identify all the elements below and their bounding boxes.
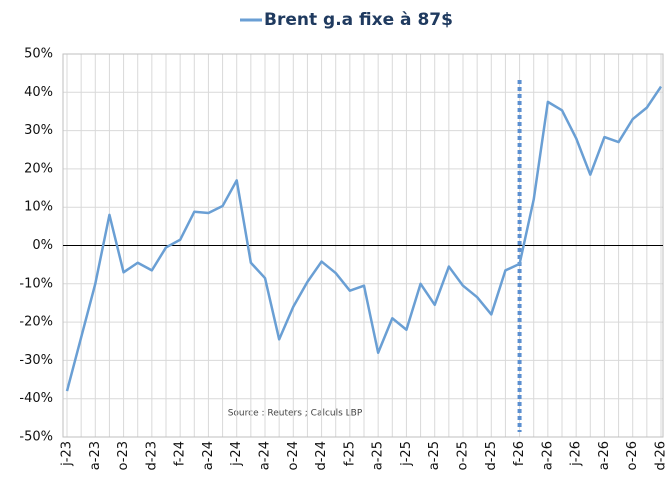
x-tick-label: o-26 (625, 441, 640, 470)
x-tick-label: o-23 (116, 441, 131, 470)
x-tick-label: j-23 (60, 441, 75, 467)
x-tick-label: a-26 (597, 441, 612, 470)
y-tick-label: -10% (19, 276, 53, 291)
x-tick-label: a-23 (88, 441, 103, 470)
x-tick-label: j-26 (569, 441, 584, 467)
y-tick-label: -50% (19, 430, 53, 445)
annotation: Source : Reuters ; Calculs LBP (228, 409, 363, 419)
y-tick-label: -30% (19, 353, 53, 368)
x-tick-label: j-25 (399, 441, 414, 467)
y-tick-label: 30% (24, 123, 53, 138)
x-tick-label: a-24 (201, 441, 216, 470)
y-tick-label: 10% (24, 200, 53, 215)
x-tick-label: d-24 (314, 441, 329, 471)
x-tick-label: a-24 (258, 441, 273, 470)
x-tick-label: f-24 (173, 441, 188, 466)
x-tick-label: o-25 (456, 441, 471, 470)
y-tick-label: 50% (24, 47, 53, 62)
x-tick-label: f-26 (512, 441, 527, 466)
y-tick-label: 20% (24, 161, 53, 176)
x-tick-label: a-25 (371, 441, 386, 470)
x-tick-label: o-24 (286, 441, 301, 470)
x-tick-label: a-26 (540, 441, 555, 470)
x-tick-label: d-26 (654, 441, 669, 471)
x-tick-label: f-25 (342, 441, 357, 466)
legend-label: Brent g.a fixe à 87$ (264, 10, 453, 30)
y-tick-label: 40% (24, 85, 53, 100)
series-line (65, 85, 663, 392)
y-tick-label: -20% (19, 315, 53, 330)
x-tick-label: d-23 (144, 441, 159, 471)
x-tick-label: a-25 (427, 441, 442, 470)
y-tick-label: 0% (32, 238, 53, 253)
x-tick-label: d-25 (484, 441, 499, 471)
y-tick-label: -40% (19, 391, 53, 406)
x-tick-label: j-24 (229, 441, 244, 467)
